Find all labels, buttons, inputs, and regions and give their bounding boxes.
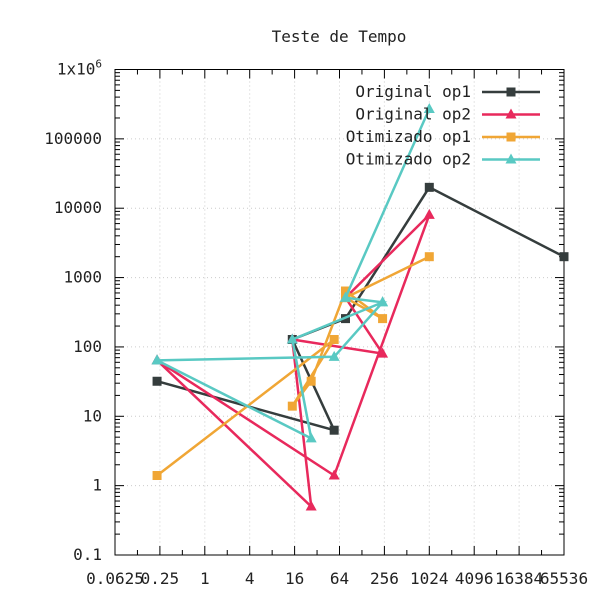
data-point-original-op1 — [329, 425, 339, 435]
x-tick-label: 16 — [285, 569, 304, 588]
data-point-original-op2 — [377, 347, 389, 358]
data-point-otimizado-op1 — [340, 286, 350, 296]
x-tick-label: 1024 — [410, 569, 449, 588]
data-point-otimizado-op1 — [287, 401, 297, 411]
data-point-otimizado-op1 — [306, 376, 316, 386]
y-axis: 0.1 1 10 100 1000 10000 100000 1x106 — [44, 58, 564, 564]
y-tick-exponent: 6 — [95, 58, 102, 71]
y-tick-label-text: 10000 — [54, 198, 102, 217]
data-point-otimizado-op1 — [378, 314, 388, 324]
data-point-otimizado-op1 — [152, 471, 162, 481]
x-tick-label: 16384 — [495, 569, 543, 588]
x-tick-label: 1 — [200, 569, 210, 588]
x-tick-label: 64 — [330, 569, 349, 588]
series-line-otimizado-op1 — [156, 255, 430, 477]
y-tick-label: 0.1 — [73, 545, 102, 564]
y-tick-label: 100000 — [44, 129, 102, 148]
data-point-original-op1 — [424, 182, 434, 192]
legend-marker-otimizado-op1 — [506, 132, 516, 142]
data-point-otimizado-op2 — [305, 432, 317, 443]
grid — [115, 69, 564, 555]
data-point-otimizado-op2 — [377, 296, 389, 307]
legend-label-original-op2: Original op2 — [355, 105, 471, 124]
x-tick-label: 4096 — [455, 569, 494, 588]
y-tick-label-text: 10 — [83, 406, 102, 425]
legend-label-original-op1: Original op1 — [355, 82, 471, 101]
legend-marker-otimizado-op2 — [505, 153, 517, 164]
data-point-original-op1 — [152, 376, 162, 386]
plot-frame — [114, 69, 565, 556]
series-layer — [151, 102, 569, 511]
data-point-original-op1 — [559, 252, 569, 262]
series-otimizado-op1 — [152, 252, 434, 481]
legend: Original op1 Original op2 Otimizado op1 Oti… — [346, 82, 540, 169]
data-point-original-op2 — [328, 469, 340, 480]
x-tick-label: 4 — [245, 569, 255, 588]
y-tick-label-text: 1000 — [63, 268, 102, 287]
y-tick-label: 1x106 — [57, 58, 102, 79]
x-tick-label: 65536 — [540, 569, 588, 588]
data-point-original-op2 — [305, 500, 317, 511]
x-tick-label: 256 — [370, 569, 399, 588]
y-tick-label: 1 — [92, 476, 102, 495]
y-tick-label: 1000 — [63, 268, 102, 287]
y-tick-label-text: 0.1 — [73, 545, 102, 564]
chart-title: Teste de Tempo — [272, 27, 407, 46]
y-tick-label: 100 — [73, 337, 102, 356]
data-point-otimizado-op1 — [424, 252, 434, 262]
x-tick-label: 0.0625 — [86, 569, 144, 588]
y-tick-label: 10000 — [54, 198, 102, 217]
data-point-otimizado-op2 — [286, 333, 298, 344]
y-tick-label-text: 1x10 — [57, 60, 96, 79]
data-point-otimizado-op2 — [339, 291, 351, 302]
y-tick-label-text: 1 — [92, 476, 102, 495]
data-point-otimizado-op2 — [151, 354, 163, 365]
y-tick-label-text: 100000 — [44, 129, 102, 148]
x-tick-label: 0.25 — [141, 569, 180, 588]
data-point-otimizado-op1 — [329, 334, 339, 344]
series-line-otimizado-op2 — [156, 108, 431, 441]
legend-marker-original-op2 — [505, 108, 517, 119]
data-point-otimizado-op2 — [423, 102, 435, 113]
series-line-original-op1 — [156, 185, 565, 433]
series-line-original-op2 — [156, 214, 431, 510]
series-otimizado-op2 — [151, 102, 435, 443]
y-tick-label-text: 100 — [73, 337, 102, 356]
legend-label-otimizado-op1: Otimizado op1 — [346, 127, 471, 146]
y-tick-label: 10 — [83, 406, 102, 425]
data-point-otimizado-op2 — [328, 350, 340, 361]
legend-label-otimizado-op2: Otimizado op2 — [346, 150, 471, 169]
data-point-original-op2 — [423, 208, 435, 219]
legend-marker-original-op1 — [506, 87, 516, 97]
